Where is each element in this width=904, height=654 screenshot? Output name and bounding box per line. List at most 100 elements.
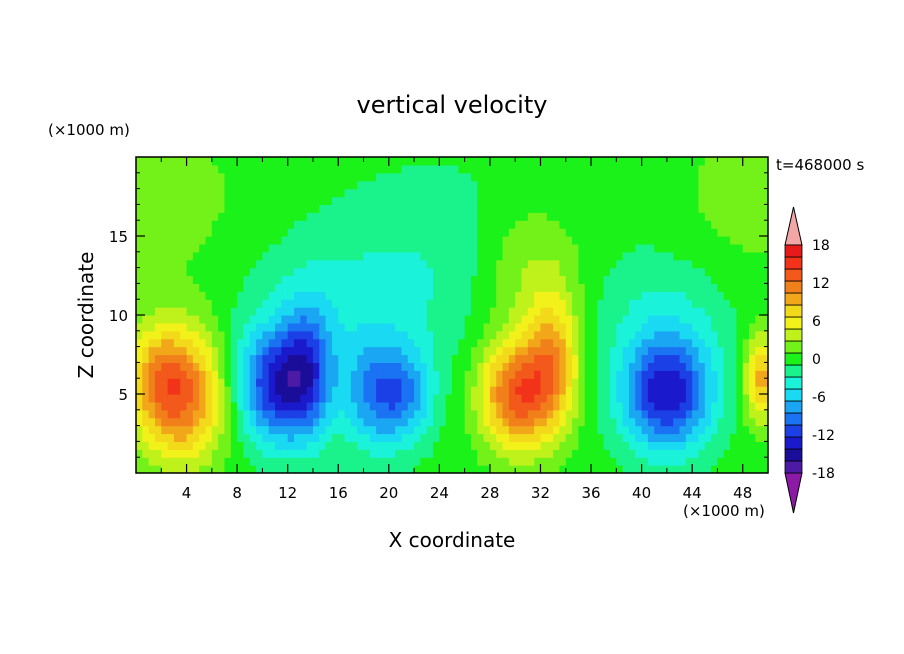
contour-cell [218, 291, 226, 300]
contour-cell [401, 425, 409, 435]
contour-cell [622, 220, 630, 229]
contour-cell [736, 449, 744, 458]
contour-cell [300, 299, 308, 308]
contour-cell [458, 307, 466, 316]
contour-cell [578, 409, 586, 419]
contour-cell [192, 330, 200, 340]
contour-cell [300, 228, 308, 237]
contour-cell [666, 449, 674, 458]
contour-cell [610, 307, 617, 316]
contour-cell [243, 378, 251, 387]
contour-cell [395, 315, 403, 324]
contour-cell [312, 338, 320, 348]
contour-cell [148, 251, 156, 261]
contour-cell [433, 204, 440, 213]
contour-cell [192, 196, 200, 205]
contour-cell [325, 196, 333, 205]
contour-cell [306, 354, 314, 363]
contour-cell [414, 322, 421, 332]
contour-cell [597, 354, 605, 363]
contour-cell [331, 441, 339, 450]
contour-cell [692, 425, 700, 435]
contour-cell [338, 433, 346, 442]
contour-cell [199, 330, 207, 340]
contour-cell [685, 243, 693, 253]
contour-cell [679, 307, 687, 316]
contour-cell [578, 299, 586, 308]
contour-cell [641, 228, 649, 237]
contour-cell [154, 164, 162, 174]
contour-cell [344, 157, 352, 166]
contour-cell [211, 315, 219, 324]
colorbar-tick-label: -12 [812, 428, 835, 444]
contour-cell [572, 449, 579, 458]
contour-cell [401, 236, 409, 245]
contour-cell [730, 338, 737, 348]
contour-cell [300, 172, 308, 182]
contour-cell [161, 212, 169, 221]
contour-cell [294, 196, 301, 205]
contour-cell [452, 275, 459, 284]
contour-cell [173, 251, 181, 261]
contour-cell [401, 172, 409, 182]
contour-cell [496, 243, 504, 253]
contour-cell [161, 204, 169, 213]
contour-cell [357, 394, 365, 403]
contour-cell [685, 172, 693, 182]
contour-cell [136, 378, 143, 387]
contour-cell [749, 157, 756, 166]
contour-cell [186, 401, 194, 411]
contour-cell [186, 354, 194, 363]
contour-cell [350, 417, 358, 427]
contour-cell [167, 370, 175, 379]
contour-cell [161, 315, 169, 324]
contour-cell [666, 322, 674, 332]
contour-cell [154, 315, 162, 324]
contour-cell [489, 267, 497, 277]
contour-cell [496, 283, 504, 292]
contour-cell [647, 346, 655, 356]
contour-cell [382, 346, 390, 356]
contour-cell [698, 362, 706, 371]
contour-cell [723, 386, 731, 395]
contour-cell [508, 354, 516, 363]
contour-cell [426, 346, 434, 356]
contour-cell [275, 441, 282, 450]
contour-cell [521, 188, 529, 198]
contour-cell [142, 394, 150, 403]
contour-cell [325, 417, 333, 427]
contour-cell [369, 370, 377, 379]
contour-cell [749, 196, 756, 205]
contour-cell [369, 315, 377, 324]
contour-cell [388, 212, 396, 221]
contour-cell [211, 251, 219, 261]
contour-cell [654, 251, 662, 261]
contour-cell [723, 338, 731, 348]
contour-cell [527, 409, 535, 419]
contour-cell [376, 315, 384, 324]
contour-cell [761, 401, 768, 411]
contour-cell [173, 322, 181, 332]
contour-cell [565, 220, 573, 229]
contour-cell [312, 409, 320, 419]
contour-cell [224, 299, 232, 308]
contour-cell [148, 457, 156, 466]
contour-cell [698, 251, 706, 261]
contour-cell [211, 378, 219, 387]
contour-cell [275, 433, 282, 442]
contour-cell [515, 465, 523, 473]
contour-cell [243, 291, 251, 300]
contour-cell [534, 386, 542, 395]
contour-cell [192, 283, 200, 292]
contour-cell [610, 441, 617, 450]
x-tick-label: 8 [232, 484, 242, 502]
contour-cell [704, 378, 712, 387]
contour-cell [167, 164, 175, 174]
contour-cell [382, 259, 390, 269]
contour-cell [591, 401, 598, 411]
contour-cell [148, 180, 156, 190]
contour-cell [199, 172, 207, 182]
contour-cell [641, 354, 649, 363]
contour-cell [591, 204, 598, 213]
contour-cell [591, 378, 598, 387]
